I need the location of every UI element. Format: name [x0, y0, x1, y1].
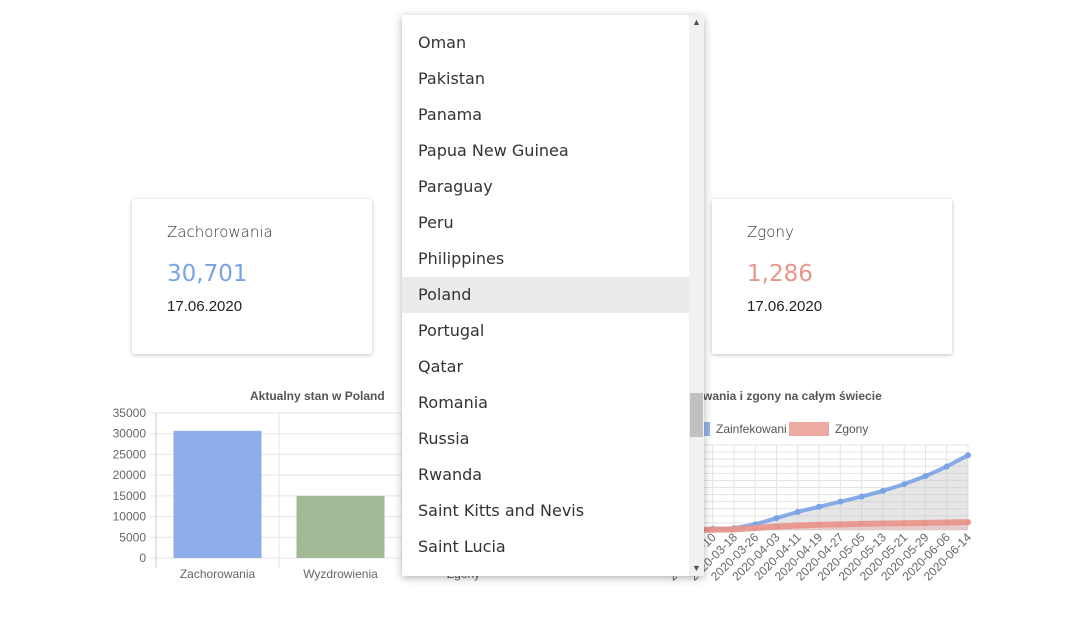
- data-point: [879, 520, 886, 527]
- country-option-saint-lucia[interactable]: Saint Lucia: [418, 537, 506, 556]
- data-point: [837, 521, 844, 528]
- country-dropdown[interactable]: Oman Pakistan Panama Papua New Guinea Paragu…: [402, 15, 704, 576]
- data-point: [965, 519, 971, 526]
- y-tick-label: 5000: [119, 530, 146, 544]
- list-item-partial[interactable]: [402, 15, 689, 25]
- chevron-down-icon[interactable]: ▼: [692, 563, 701, 573]
- chevron-up-icon[interactable]: ▲: [692, 17, 701, 27]
- cases-card-date: 17.06.2020: [167, 298, 243, 315]
- deaths-card-title: Zgony: [747, 223, 794, 241]
- data-point: [752, 524, 759, 531]
- scrollbar-thumb[interactable]: [690, 393, 703, 437]
- country-option-peru[interactable]: Peru: [418, 213, 454, 232]
- data-point: [901, 481, 908, 488]
- country-option-rwanda[interactable]: Rwanda: [418, 465, 483, 484]
- country-option-panama[interactable]: Panama: [418, 105, 483, 124]
- data-point: [922, 473, 929, 480]
- y-tick-label: 15000: [113, 489, 147, 503]
- country-option-russia[interactable]: Russia: [418, 429, 470, 448]
- legend-label-zainfekowani: Zainfekowani: [716, 422, 787, 436]
- y-tick-label: 30000: [113, 427, 147, 441]
- data-point: [794, 508, 801, 515]
- data-point: [709, 526, 716, 533]
- y-tick-label: 0: [139, 551, 146, 565]
- data-point: [943, 463, 950, 470]
- country-option-qatar[interactable]: Qatar: [418, 357, 464, 376]
- data-point: [837, 498, 844, 505]
- cases-card-title: Zachorowania: [167, 223, 273, 241]
- bar-wyzdrowienia: [296, 495, 385, 558]
- bar-zachorowania: [173, 430, 262, 558]
- data-point: [879, 487, 886, 494]
- country-option-oman[interactable]: Oman: [418, 33, 467, 52]
- data-point: [858, 520, 865, 527]
- data-point: [730, 526, 737, 533]
- data-point: [794, 522, 801, 529]
- country-option-poland[interactable]: Poland: [402, 277, 689, 313]
- deaths-card-date: 17.06.2020: [747, 298, 823, 315]
- y-tick-label: 25000: [113, 447, 147, 461]
- bar-chart-title: Aktualny stan w Poland: [250, 389, 385, 403]
- data-point: [816, 521, 823, 528]
- country-option-pakistan[interactable]: Pakistan: [418, 69, 485, 88]
- data-point: [858, 493, 865, 500]
- data-point: [943, 519, 950, 526]
- country-option-portugal[interactable]: Portugal: [418, 321, 485, 340]
- data-point: [773, 523, 780, 530]
- y-tick-label: 10000: [113, 510, 147, 524]
- deaths-card-value: 1,286: [747, 261, 813, 287]
- data-point: [773, 515, 780, 522]
- country-options-list[interactable]: Oman Pakistan Panama Papua New Guinea Paragu…: [402, 15, 689, 565]
- country-option-paraguay[interactable]: Paraguay: [418, 177, 493, 196]
- legend-swatch-zgony: [789, 422, 829, 436]
- data-point: [901, 520, 908, 527]
- cases-card-value: 30,701: [167, 261, 248, 287]
- bar-chart: 0 5000 10000 15000 20000 25000 30000 35000 Zacho…: [113, 406, 510, 581]
- dropdown-scrollbar[interactable]: ▲ ▼: [689, 15, 704, 576]
- data-point: [922, 519, 929, 526]
- legend-label-zgony: Zgony: [835, 422, 868, 436]
- y-tick-label: 35000: [113, 406, 147, 420]
- area-zainfekowani: [585, 455, 968, 530]
- line-chart-title: wania i zgony na całym świecie: [703, 389, 882, 403]
- x-tick-label: Zachorowania: [180, 567, 256, 581]
- country-option-papua-new-guinea[interactable]: Papua New Guinea: [418, 141, 569, 160]
- country-option-romania[interactable]: Romania: [418, 393, 488, 412]
- data-point: [816, 503, 823, 510]
- x-tick-label: Wyzdrowienia: [303, 567, 378, 581]
- cases-card: Zachorowania 30,701 17.06.2020: [132, 199, 372, 354]
- country-option-saint-kitts-and-nevis[interactable]: Saint Kitts and Nevis: [418, 501, 585, 520]
- y-tick-label: 20000: [113, 468, 147, 482]
- deaths-card: Zgony 1,286 17.06.2020: [712, 199, 952, 354]
- country-option-philippines[interactable]: Philippines: [418, 249, 505, 268]
- data-point: [965, 452, 971, 459]
